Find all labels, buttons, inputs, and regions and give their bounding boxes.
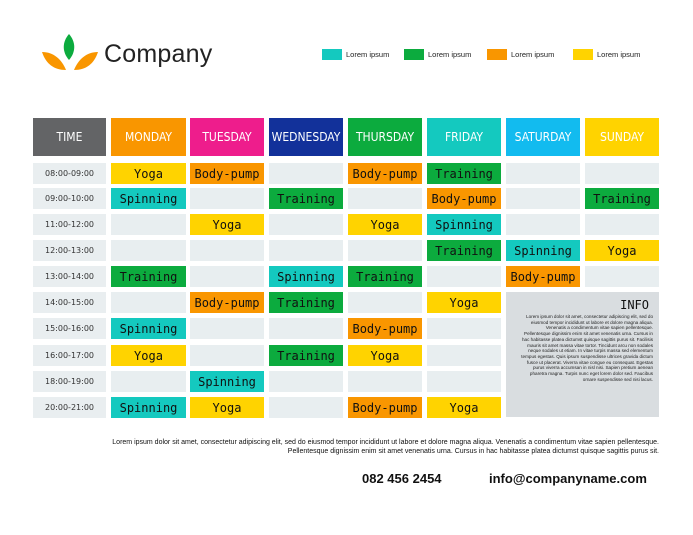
header-wednesday: WEDNESDAY [269,118,343,156]
class-yoga: Yoga [585,240,659,261]
class-training: Training [269,292,343,313]
class-spinning: Spinning [506,240,580,261]
header-thursday: THURSDAY [348,118,422,156]
empty-slot [269,397,343,418]
class-body-pump: Body-pump [190,163,264,184]
empty-slot [427,345,501,366]
header-tuesday: TUESDAY [190,118,264,156]
class-training: Training [585,188,659,209]
legend-item: Lorem ipsum [322,49,392,60]
empty-slot [111,292,186,313]
legend-swatch [573,49,593,60]
class-yoga: Yoga [348,214,422,235]
empty-slot [348,240,422,261]
empty-slot [269,163,343,184]
class-yoga: Yoga [348,345,422,366]
empty-slot [190,188,264,209]
legend-swatch [487,49,507,60]
legend-item: Lorem ipsum [404,49,475,60]
empty-slot [585,214,659,235]
class-spinning: Spinning [111,397,186,418]
class-spinning: Spinning [111,318,186,339]
empty-slot [506,188,580,209]
company-logo-icon [42,34,98,70]
header-sunday: SUNDAY [585,118,659,156]
class-yoga: Yoga [111,163,186,184]
phone-number: 082 456 2454 [362,471,442,486]
empty-slot [269,214,343,235]
class-training: Training [348,266,422,287]
empty-slot [111,371,186,392]
time-slot: 12:00-13:00 [33,240,106,261]
legend: Lorem ipsum Lorem ipsum Lorem ipsum Lore… [322,49,652,60]
class-body-pump: Body-pump [506,266,580,287]
empty-slot [111,214,186,235]
class-yoga: Yoga [427,292,501,313]
empty-slot [427,318,501,339]
info-title: INFO [620,298,649,312]
header-saturday: SATURDAY [506,118,580,156]
empty-slot [269,371,343,392]
email-address: info@companyname.com [489,471,647,486]
company-name: Company [104,40,213,68]
time-slot: 09:00-10:00 [33,188,106,209]
empty-slot [269,318,343,339]
header-time: TIME [33,118,106,156]
class-spinning: Spinning [427,214,501,235]
class-yoga: Yoga [427,397,501,418]
empty-slot [427,371,501,392]
legend-swatch [322,49,342,60]
class-body-pump: Body-pump [190,292,264,313]
time-slot: 14:00-15:00 [33,292,106,313]
empty-slot [348,371,422,392]
empty-slot [269,240,343,261]
class-yoga: Yoga [190,397,264,418]
class-training: Training [269,188,343,209]
empty-slot [190,266,264,287]
time-slot: 16:00-17:00 [33,345,106,366]
empty-slot [190,345,264,366]
time-slot: 15:00-16:00 [33,318,106,339]
class-yoga: Yoga [190,214,264,235]
empty-slot [427,266,501,287]
legend-label: Lorem ipsum [597,50,641,59]
class-body-pump: Body-pump [427,188,501,209]
class-yoga: Yoga [111,345,186,366]
legend-label: Lorem ipsum [511,50,555,59]
class-training: Training [427,240,501,261]
empty-slot [348,188,422,209]
legend-item: Lorem ipsum [487,49,561,60]
class-spinning: Spinning [111,188,186,209]
time-slot: 11:00-12:00 [33,214,106,235]
empty-slot [111,240,186,261]
empty-slot [585,266,659,287]
empty-slot [190,318,264,339]
header-monday: MONDAY [111,118,186,156]
class-spinning: Spinning [190,371,264,392]
time-slot: 08:00-09:00 [33,163,106,184]
header-friday: FRIDAY [427,118,501,156]
legend-item: Lorem ipsum [573,49,640,60]
empty-slot [190,240,264,261]
legend-label: Lorem ipsum [428,50,472,59]
class-spinning: Spinning [269,266,343,287]
class-body-pump: Body-pump [348,163,422,184]
class-body-pump: Body-pump [348,397,422,418]
time-slot: 20:00-21:00 [33,397,106,418]
time-slot: 13:00-14:00 [33,266,106,287]
legend-swatch [404,49,424,60]
info-text: Lorem ipsum dolor sit amet, consectetur … [521,314,653,382]
legend-label: Lorem ipsum [346,50,390,59]
class-body-pump: Body-pump [348,318,422,339]
info-box: INFO Lorem ipsum dolor sit amet, consect… [506,292,659,417]
class-training: Training [269,345,343,366]
class-training: Training [111,266,186,287]
empty-slot [348,292,422,313]
empty-slot [506,214,580,235]
time-slot: 18:00-19:00 [33,371,106,392]
empty-slot [506,163,580,184]
footer-text: Lorem ipsum dolor sit amet, consectetur … [112,439,659,455]
class-training: Training [427,163,501,184]
empty-slot [585,163,659,184]
